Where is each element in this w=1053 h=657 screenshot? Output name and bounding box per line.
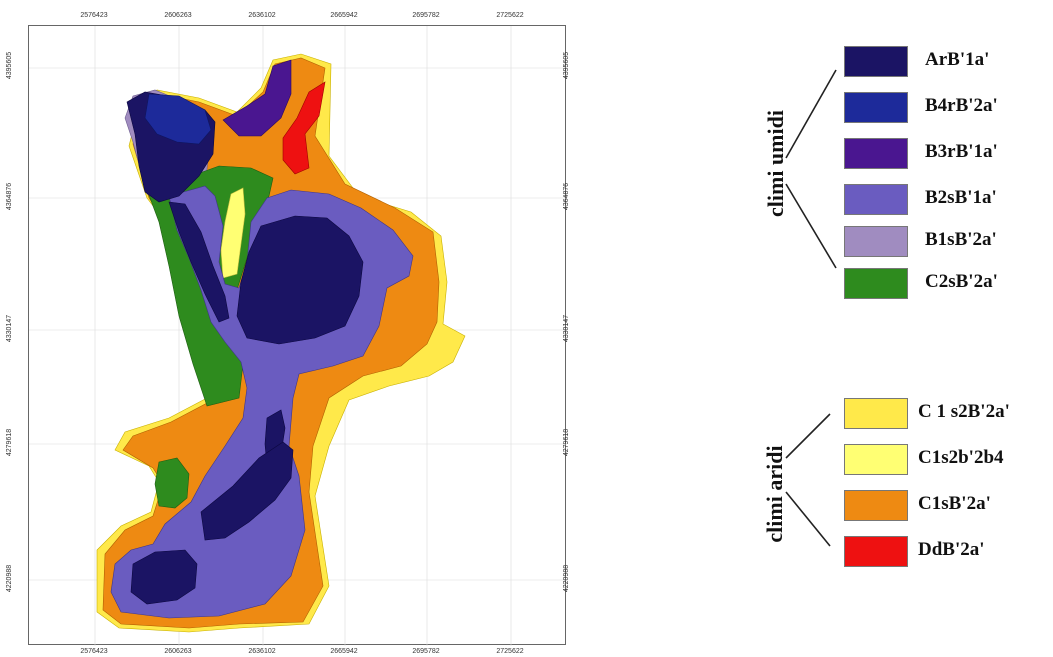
legend-label-c1sb2a: C1sB'2a' — [918, 493, 991, 514]
x-tick-top-2: 2606263 — [164, 12, 192, 19]
legend-label-ddb2a: DdB'2a' — [918, 539, 985, 560]
y-tick-left-2: 4364876 — [6, 182, 14, 211]
zone-arb1a-south-3 — [130, 549, 198, 605]
x-tick-bottom-2: 2606263 — [164, 648, 192, 655]
x-tick-top-4: 2665942 — [330, 12, 358, 19]
x-tick-top-3: 2636102 — [248, 12, 276, 19]
zone-ddb2a — [282, 81, 326, 175]
zone-arb1a-central — [236, 215, 364, 345]
y-tick-right-2: 4364876 — [563, 182, 571, 211]
legend-swatch-arb1a — [844, 46, 908, 77]
y-tick-left-4: 4279618 — [6, 428, 14, 457]
legend-swatch-c2sb2a — [844, 268, 908, 299]
legend-swatch-b2sb1a — [844, 184, 908, 215]
group-title-aridi: climi aridi — [762, 445, 787, 543]
y-tick-left-1: 4395605 — [6, 51, 14, 80]
x-tick-top-5: 2695782 — [412, 12, 440, 19]
y-tick-right-1: 4395605 — [563, 51, 571, 80]
x-tick-top-6: 2725622 — [496, 12, 524, 19]
y-tick-right-3: 4330147 — [563, 314, 571, 343]
climate-map — [29, 26, 567, 646]
legend-label-c1s2b2b4: C1s2b'2b4 — [918, 447, 1004, 468]
legend-swatch-c1s2b2a — [844, 398, 908, 429]
map-frame — [28, 25, 567, 646]
legend-label-b2sb1a: B2sB'1a' — [925, 187, 997, 208]
zone-c2sb2a-south — [154, 457, 190, 509]
group-title-umidi: climi umidi — [763, 110, 788, 217]
legend-label-c2sb2a: C2sB'2a' — [925, 271, 998, 292]
y-tick-right-5: 4220988 — [563, 564, 571, 593]
y-tick-left-3: 4330147 — [6, 314, 14, 343]
legend-label-b4rb2a: B4rB'2a' — [925, 95, 998, 116]
x-tick-bottom-1: 2576423 — [80, 648, 108, 655]
x-tick-top-1: 2576423 — [80, 12, 108, 19]
y-tick-right-4: 4279618 — [563, 428, 571, 457]
x-tick-bottom-4: 2665942 — [330, 648, 358, 655]
legend-swatch-ddb2a — [844, 536, 908, 567]
zone-b4rb2a — [144, 93, 212, 145]
legend-label-c1s2b2a: C 1 s2B'2a' — [918, 401, 1010, 422]
zone-arb1a-south-2 — [200, 441, 294, 541]
legend-swatch-c1s2b2b4 — [844, 444, 908, 475]
zone-arb1a-strip — [168, 201, 230, 323]
legend-swatch-c1sb2a — [844, 490, 908, 521]
x-tick-bottom-3: 2636102 — [248, 648, 276, 655]
zone-b3rb1a — [222, 59, 292, 137]
legend-label-b3rb1a: B3rB'1a' — [925, 141, 998, 162]
legend-brackets — [785, 69, 837, 547]
zone-c1s2b2b4 — [220, 187, 246, 279]
x-tick-bottom-6: 2725622 — [496, 648, 524, 655]
legend-swatch-b1sb2a — [844, 226, 908, 257]
legend-swatch-b3rb1a — [844, 138, 908, 169]
x-tick-bottom-5: 2695782 — [412, 648, 440, 655]
y-tick-left-5: 4220988 — [6, 564, 14, 593]
legend-swatch-b4rb2a — [844, 92, 908, 123]
legend-label-arb1a: ArB'1a' — [925, 49, 990, 70]
legend-label-b1sb2a: B1sB'2a' — [925, 229, 997, 250]
